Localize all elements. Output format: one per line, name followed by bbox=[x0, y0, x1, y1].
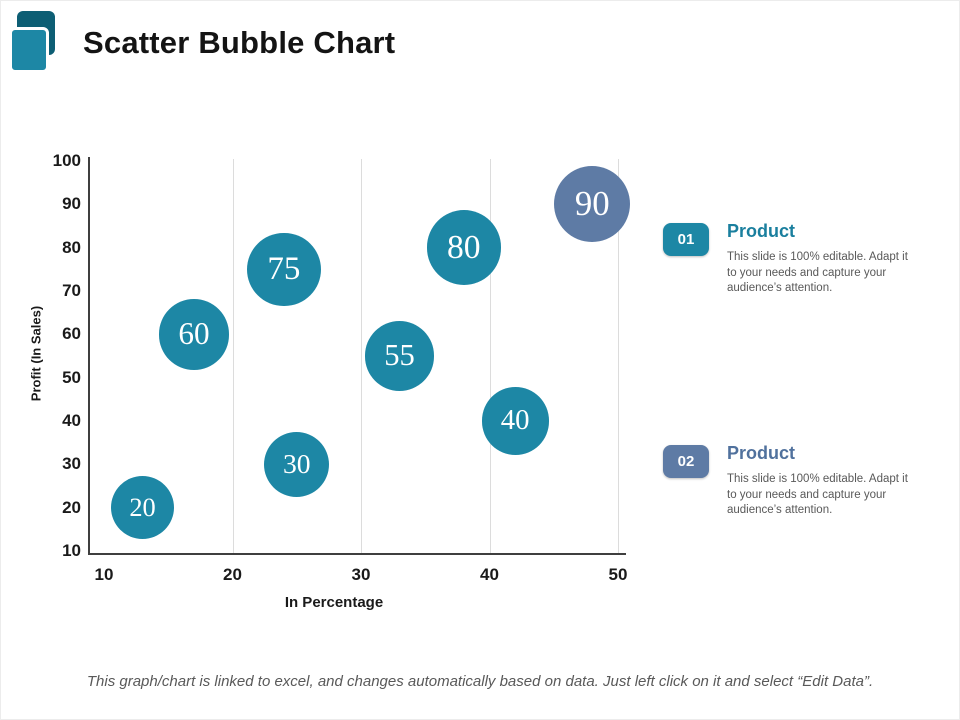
x-tick-30: 30 bbox=[351, 565, 371, 584]
x-tick-50: 50 bbox=[608, 565, 628, 584]
bubble-40[interactable]: 40 bbox=[481, 387, 549, 455]
gridline-x-30 bbox=[361, 159, 362, 553]
x-tick-20: 20 bbox=[223, 565, 242, 584]
gridline-x-20 bbox=[232, 159, 234, 553]
y-tick-90: 90 bbox=[62, 194, 81, 214]
product-title-2: Product bbox=[727, 443, 796, 463]
y-tick-50: 50 bbox=[62, 367, 81, 387]
product-badge-2: 02 bbox=[663, 445, 709, 478]
bubble-30[interactable]: 30 bbox=[264, 431, 330, 498]
y-tick-100: 100 bbox=[52, 151, 81, 170]
product-title-1: Product bbox=[727, 221, 796, 241]
bubble-60[interactable]: 60 bbox=[158, 298, 230, 370]
product-badge-1: 01 bbox=[663, 223, 709, 256]
y-tick-70: 70 bbox=[62, 281, 81, 300]
product-description-2: This slide is 100% editable. Adapt it to… bbox=[727, 473, 908, 517]
y-tick-20: 20 bbox=[62, 497, 81, 517]
y-tick-80: 80 bbox=[62, 237, 81, 257]
bubble-55[interactable]: 55 bbox=[364, 321, 435, 391]
y-tick-60: 60 bbox=[62, 324, 81, 344]
y-tick-10: 10 bbox=[62, 541, 81, 560]
bubble-20[interactable]: 20 bbox=[110, 475, 175, 540]
product-description-1: This slide is 100% editable. Adapt it to… bbox=[727, 251, 908, 295]
logo-front-square-icon bbox=[9, 27, 49, 73]
x-tick-10: 10 bbox=[94, 565, 114, 584]
x-tick-40: 40 bbox=[480, 565, 499, 584]
x-axis-line bbox=[88, 553, 626, 555]
gridline-x-50 bbox=[618, 159, 619, 553]
y-tick-40: 40 bbox=[62, 411, 81, 430]
page-title: Scatter Bubble Chart bbox=[83, 25, 396, 60]
y-tick-30: 30 bbox=[62, 454, 81, 474]
bubble-80[interactable]: 80 bbox=[426, 210, 501, 285]
bubble-75[interactable]: 75 bbox=[247, 232, 321, 307]
gridline-x-40 bbox=[489, 159, 491, 553]
y-axis-line bbox=[88, 157, 90, 553]
y-axis-title: Profit (In Sales) bbox=[28, 305, 44, 402]
bubble-90[interactable]: 90 bbox=[554, 166, 631, 243]
x-axis-title: In Percentage bbox=[284, 594, 384, 611]
footer-note: This graph/chart is linked to excel, and… bbox=[86, 673, 874, 690]
